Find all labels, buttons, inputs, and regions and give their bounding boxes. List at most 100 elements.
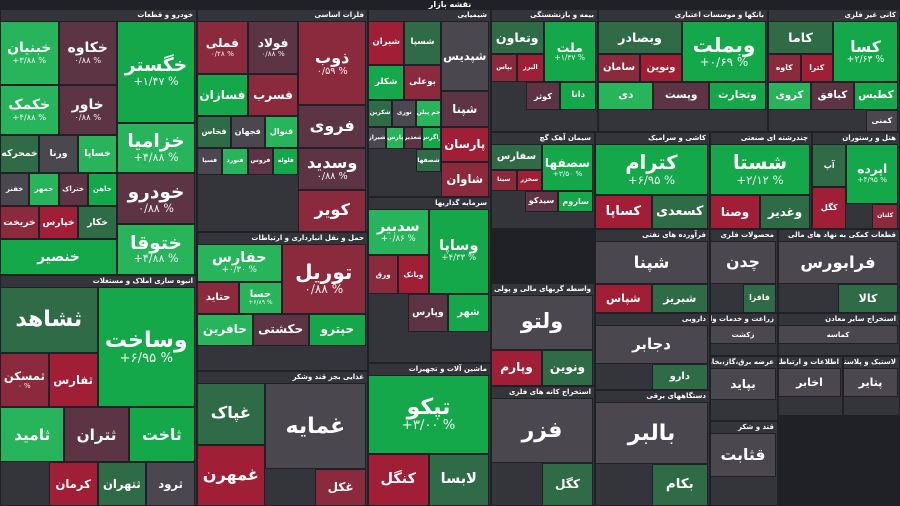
stock-tile[interactable]: فنورد <box>222 147 248 176</box>
stock-tile[interactable]: شهر <box>447 293 489 333</box>
stock-tile[interactable]: خکمک +۴/۸۸ % <box>1 84 59 136</box>
stock-tile[interactable]: کاوه <box>769 54 801 83</box>
stock-tile[interactable]: وتجارت <box>708 82 766 110</box>
stock-tile[interactable]: شکلر <box>369 65 405 101</box>
stock-tile[interactable]: ثمسکن ۰ % <box>1 352 49 408</box>
sector-25[interactable]: عرضه برق،گاز،بخار و آب گرم بپاید <box>710 356 778 421</box>
sector-14[interactable]: ماشین آلات و تجهیزات تپکو +۳/۰۰ % لابسا کنگل <box>368 363 491 506</box>
stock-tile[interactable]: وغدیر <box>760 195 810 228</box>
stock-tile[interactable]: فسپا <box>198 147 223 176</box>
stock-tile[interactable]: شپاس <box>596 284 652 312</box>
stock-tile[interactable]: وساخت +۶/۹۵ % <box>97 287 195 408</box>
stock-tile[interactable]: پتایر <box>844 368 898 397</box>
stock-tile[interactable]: سیتا <box>492 169 517 191</box>
stock-tile[interactable]: کنگل <box>369 453 429 505</box>
sector-8[interactable]: چندرشته ای صنعتی شستا +۲/۱۲ % وغدیر وصنا <box>710 132 812 229</box>
stock-tile[interactable]: ثرود <box>146 462 195 505</box>
stock-tile[interactable]: دانا <box>560 82 596 110</box>
sector-19[interactable]: دارویی دجابر دارو <box>595 313 710 390</box>
stock-tile[interactable]: شصفها <box>416 149 441 173</box>
stock-tile[interactable]: غپاک <box>198 383 265 445</box>
stock-tile[interactable]: کسا +۲/۶۳ % <box>833 21 898 83</box>
stock-tile[interactable]: خریخت <box>1 206 39 240</box>
stock-tile[interactable]: ختوقا +۴/۸۸ % <box>117 224 195 274</box>
stock-tile[interactable]: وبصادر <box>599 21 682 55</box>
stock-tile[interactable]: شکربن <box>369 100 393 127</box>
stock-tile[interactable]: البرز <box>517 54 544 83</box>
stock-tile[interactable]: ثامید <box>1 407 65 463</box>
stock-tile[interactable]: خگستر +۱/۴۷ % <box>117 21 195 123</box>
stock-tile[interactable]: حپترو <box>308 313 366 346</box>
stock-tile[interactable]: ثفارس <box>48 352 98 408</box>
stock-tile[interactable]: حکشتی <box>252 313 309 346</box>
stock-tile[interactable]: بالبر <box>596 402 708 465</box>
sector-13[interactable]: غذایی بجز قند وشکر غمایه غپاک غمهرن غکل <box>197 371 368 506</box>
stock-tile[interactable]: کلتان <box>872 203 898 228</box>
stock-tile[interactable]: وبملت +۰/۶۹ % <box>682 21 766 83</box>
sector-15[interactable]: واسطه گریهای مالی و پولی ولتو ونوین وپارم <box>491 283 595 386</box>
stock-tile[interactable]: کبافق <box>810 82 854 110</box>
stock-tile[interactable]: کرمان <box>48 462 98 505</box>
stock-tile[interactable]: ثتهران <box>97 462 147 505</box>
stock-tile[interactable]: خفنر <box>1 173 30 207</box>
stock-tile[interactable]: وسدید ۰/۸۸ % <box>298 147 366 190</box>
stock-tile[interactable]: وساپا +۴/۳۳ % <box>428 209 489 294</box>
stock-tile[interactable]: خاور ۰/۸۸ % <box>58 84 117 136</box>
stock-tile[interactable]: ختراک <box>58 173 88 207</box>
stock-tile[interactable]: فملی ۰/۲۸ % <box>198 21 248 74</box>
stock-tile[interactable]: دارو <box>651 364 708 389</box>
stock-tile[interactable]: ولتو <box>492 295 593 350</box>
stock-tile[interactable]: خپارس <box>39 206 78 240</box>
stock-tile[interactable]: خمهر <box>29 173 59 207</box>
stock-tile[interactable]: توریل ۰/۸۸ % <box>281 244 366 314</box>
sector-12[interactable]: حمل و نقل انبارداری و ارتباطات توریل ۰/۸۸ … <box>197 232 368 371</box>
sector-5[interactable]: کانی غیر فلزی کسا +۲/۶۳ % کاما کترا کاوه کطبس ک… <box>768 9 900 132</box>
stock-tile[interactable]: وتعاون <box>492 21 544 55</box>
stock-tile[interactable]: حتاید <box>198 282 240 314</box>
stock-tile[interactable]: غمایه <box>264 383 366 470</box>
stock-tile[interactable]: فروس <box>247 147 274 176</box>
sector-6[interactable]: سیمان آهک گچ سصفها +۳/۵۰ % سفارس سخزر سیتا سار… <box>491 132 595 229</box>
stock-tile[interactable]: فولاد ۰/۸۸ % <box>247 21 299 74</box>
stock-tile[interactable]: ملت +۱/۳۷ % <box>543 21 596 83</box>
stock-tile[interactable]: فسازان <box>198 73 248 116</box>
stock-tile[interactable]: فرابورس <box>779 241 898 285</box>
sector-4[interactable]: بانکها و موسسات اعتباری وبملت +۰/۶۹ % وبصاد… <box>598 9 768 132</box>
stock-tile[interactable]: شپنا <box>596 241 708 285</box>
stock-tile[interactable]: حفارس +۰/۳۰ % <box>198 244 282 283</box>
stock-tile[interactable]: بکام <box>651 464 708 505</box>
sector-22[interactable]: اطلاعات و ارتباطات اخابر <box>778 356 843 416</box>
sector-11[interactable]: انبوه سازی املاک و مستغلات وساخت +۶/۹۵ % ثش… <box>0 275 197 506</box>
stock-tile[interactable]: پارسان <box>440 126 489 162</box>
stock-tile[interactable]: تپکو +۳/۰۰ % <box>369 375 489 454</box>
stock-tile[interactable]: لابسا <box>428 453 489 505</box>
sector-16[interactable]: فرآورده های نفتی شپنا شبریز شپاس <box>595 229 710 313</box>
sector-26[interactable]: قند و شکر قثابت <box>710 421 778 506</box>
stock-tile[interactable]: فلوله <box>273 147 299 176</box>
stock-tile[interactable]: کروی <box>769 82 811 110</box>
stock-tile[interactable]: فجهان <box>230 115 265 148</box>
stock-tile[interactable]: نوری <box>392 100 417 127</box>
stock-tile[interactable]: فروی <box>298 105 366 148</box>
stock-tile[interactable]: کگل <box>542 462 593 505</box>
stock-tile[interactable]: جم پیلن <box>416 100 441 127</box>
stock-tile[interactable]: وپارس <box>407 293 448 333</box>
stock-tile[interactable]: سصفها +۳/۵۰ % <box>542 144 593 191</box>
stock-tile[interactable]: وبانک <box>398 255 429 294</box>
stock-tile[interactable]: ونوین <box>542 349 593 385</box>
stock-tile[interactable]: شپنا <box>440 91 489 127</box>
sector-18[interactable]: قطعات کمکی به نهاد های مالی فرابورس کالا <box>778 229 900 313</box>
stock-tile[interactable]: وپست <box>653 82 709 110</box>
stock-tile[interactable]: شاوان <box>440 161 489 196</box>
stock-tile[interactable]: کسعدی <box>651 195 708 228</box>
stock-tile[interactable]: سیدکو <box>524 190 559 212</box>
stock-tile[interactable]: فنوال <box>264 115 299 148</box>
stock-tile[interactable]: کاما <box>769 21 833 55</box>
stock-tile[interactable]: غمهرن <box>198 444 265 505</box>
stock-tile[interactable]: خمحرکه <box>1 135 39 174</box>
stock-tile[interactable]: بپاید <box>711 368 776 400</box>
stock-tile[interactable]: ذوب ۰/۵۹ % <box>298 21 366 106</box>
stock-tile[interactable]: شغدیر <box>404 126 423 150</box>
stock-tile[interactable]: ثاخت <box>128 407 195 463</box>
stock-tile[interactable]: کویر <box>298 189 366 231</box>
